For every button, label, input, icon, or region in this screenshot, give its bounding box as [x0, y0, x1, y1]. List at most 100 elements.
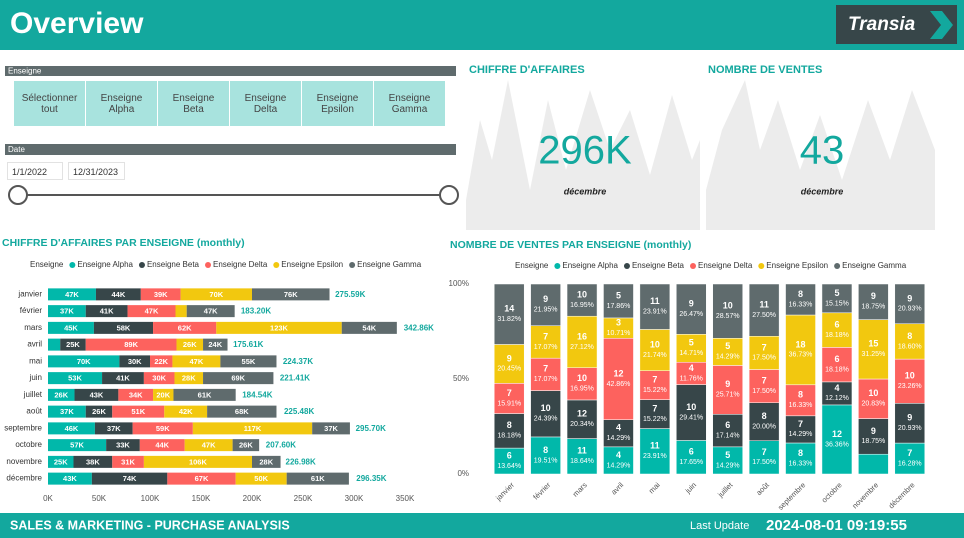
data-label: 25K: [54, 457, 68, 466]
count-label: 6: [834, 354, 839, 364]
slicer-button[interactable]: Enseigne Epsilon: [302, 81, 373, 126]
x-tick-label: décembre: [887, 480, 917, 510]
date-start[interactable]: 1/1/2022: [7, 162, 63, 180]
data-label: 61K: [311, 474, 325, 483]
date-header: [5, 144, 456, 155]
bar-segment: [785, 384, 816, 417]
legend-marker: [623, 263, 630, 269]
count-label: 10: [577, 289, 587, 299]
date-title: Date: [8, 145, 25, 154]
bar-segment: [530, 325, 561, 359]
count-label: 8: [798, 448, 803, 458]
bar-segment: [184, 439, 233, 452]
count-label: 7: [762, 376, 767, 386]
data-label: 26.47%: [679, 311, 703, 318]
data-label: 43K: [63, 474, 77, 483]
update-label: Last Update: [690, 520, 749, 532]
count-label: 5: [725, 450, 730, 460]
count-label: 9: [543, 294, 548, 304]
bar-segment: [102, 372, 144, 385]
data-label: 28.57%: [716, 313, 740, 320]
data-label: 42K: [179, 407, 193, 416]
data-label: 31K: [121, 457, 135, 466]
count-label: 6: [725, 420, 730, 430]
bar-segment: [530, 436, 561, 475]
data-label: 29.41%: [679, 414, 703, 421]
data-label: 41K: [100, 307, 114, 316]
data-label: 19.51%: [534, 457, 558, 464]
slicer-button[interactable]: Enseigne Gamma: [374, 81, 445, 126]
data-label: 15.22%: [643, 387, 667, 394]
slicer-button[interactable]: Enseigne Delta: [230, 81, 301, 126]
bar-segment: [785, 314, 816, 386]
slider-handle[interactable]: [439, 185, 459, 205]
data-label: 57K: [70, 441, 84, 450]
bar-segment: [894, 358, 926, 404]
data-label: 18.75%: [862, 304, 886, 311]
slicer-button[interactable]: Enseigne Alpha: [86, 81, 157, 126]
data-label: 17.50%: [752, 459, 776, 466]
bar-segment: [858, 453, 889, 475]
slider-handle[interactable]: [8, 185, 28, 205]
legend-label: Enseigne Delta: [213, 260, 268, 269]
data-label: 51K: [131, 407, 145, 416]
x-tick-label: septembre: [776, 480, 807, 511]
bar-segment: [312, 422, 350, 435]
count-label: 7: [543, 331, 548, 341]
data-label: 14.29%: [607, 462, 631, 469]
count-label: 5: [834, 288, 839, 298]
count-label: 5: [725, 341, 730, 351]
bar-segment: [639, 329, 671, 371]
count-label: 9: [507, 353, 512, 363]
bar-segment: [676, 283, 707, 335]
data-label: 31.25%: [862, 351, 886, 358]
total-label: 295.70K: [356, 424, 386, 433]
bar-segment: [173, 388, 236, 401]
data-label: 15.22%: [643, 416, 667, 423]
data-label: 14.29%: [716, 462, 740, 469]
bar-segment: [175, 305, 187, 318]
slicer-button[interactable]: Enseigne Beta: [158, 81, 229, 126]
update-value: 2024-08-01 09:19:55: [766, 517, 907, 534]
data-label: 69K: [231, 374, 245, 383]
legend-label: Enseigne Gamma: [357, 260, 422, 269]
bar-segment: [676, 334, 707, 363]
date-end[interactable]: 12/31/2023: [68, 162, 125, 180]
count-label: 10: [650, 339, 660, 349]
bar-segment: [785, 442, 816, 475]
data-label: 18.75%: [862, 438, 886, 445]
count-label: 8: [762, 411, 767, 421]
total-label: 175.61K: [233, 340, 263, 349]
kpi-background: [706, 80, 935, 230]
bar-segment: [493, 413, 525, 449]
bar-segment: [712, 283, 743, 339]
data-label: 17.07%: [534, 376, 558, 383]
data-label: 37K: [60, 407, 74, 416]
bar-segment: [748, 369, 780, 403]
data-label: 16.33%: [789, 460, 813, 467]
bar-segment: [48, 305, 86, 318]
data-label: 18.18%: [497, 433, 521, 440]
count-label: 12: [832, 429, 842, 439]
data-label: 23.26%: [898, 383, 922, 390]
data-label: 47K: [190, 357, 204, 366]
data-label: 27.12%: [570, 344, 594, 351]
data-label: 25K: [66, 340, 80, 349]
y-tick-label: décembre: [6, 474, 42, 483]
bar-segment: [132, 422, 193, 435]
logo: Transia: [848, 14, 916, 35]
kpi-background: [466, 80, 700, 230]
data-label: 47K: [202, 441, 216, 450]
slicer-button[interactable]: Sélectionner tout: [14, 81, 85, 126]
count-label: 9: [871, 291, 876, 301]
bar-segment: [143, 372, 175, 385]
bar-segment: [220, 355, 277, 368]
data-label: 26K: [183, 340, 197, 349]
data-label: 61K: [198, 390, 212, 399]
bar-segment: [85, 338, 177, 351]
count-label: 9: [725, 379, 730, 389]
legend-marker: [205, 262, 212, 268]
bar-segment: [232, 439, 260, 452]
data-label: 50K: [254, 474, 268, 483]
data-label: 22K: [154, 357, 168, 366]
